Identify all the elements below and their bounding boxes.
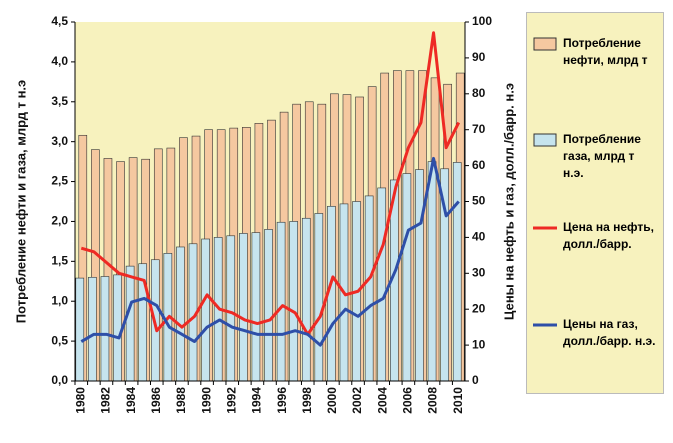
- bar: [377, 187, 387, 382]
- bar: [113, 274, 122, 382]
- bar: [75, 277, 85, 382]
- y2-tick-label: 30: [472, 265, 486, 279]
- y2-tick-label: 80: [472, 86, 486, 100]
- y-tick-label: 1,5: [51, 254, 68, 268]
- x-tick-label: 1990: [199, 387, 213, 414]
- y-tick-label: 4,0: [51, 54, 68, 68]
- x-tick-label: 2004: [375, 387, 389, 414]
- x-tick-label: 2002: [350, 387, 364, 414]
- y-tick-label: 1,0: [51, 293, 68, 307]
- x-tick-label: 2000: [325, 387, 339, 414]
- legend-item: Потребление газа, млрд т н.э.: [533, 131, 661, 182]
- x-tick-label: 1996: [275, 387, 289, 414]
- y2-tick-label: 100: [472, 14, 492, 28]
- x-tick-label: 1988: [174, 387, 188, 414]
- y-tick-label: 3,5: [51, 94, 68, 108]
- x-tick-label: 2010: [451, 387, 465, 414]
- x-tick-label: 2008: [426, 387, 440, 414]
- y2-tick-label: 70: [472, 122, 486, 136]
- legend-label: Цены на газ, долл./барр. н.э.: [563, 317, 656, 348]
- line: [80, 31, 461, 336]
- legend: Потребление нефти, млрд т Потребление газ…: [526, 12, 664, 394]
- legend-item: Потребление нефти, млрд т: [533, 35, 661, 69]
- y-tick-label: 4,5: [51, 14, 68, 28]
- y-tick-label: 2,5: [51, 174, 68, 188]
- x-tick-label: 1980: [73, 387, 87, 414]
- bar: [427, 161, 437, 382]
- bar: [239, 233, 248, 382]
- y2-tick-label: 10: [472, 337, 486, 351]
- y2-tick-label: 90: [472, 50, 486, 64]
- bar: [125, 265, 135, 382]
- bar: [276, 221, 286, 382]
- legend-swatch: [533, 226, 557, 230]
- bar: [289, 221, 298, 382]
- swatch: [533, 37, 557, 51]
- bar: [88, 276, 97, 382]
- y2-axis-title: Цены на нефть и газ, долл./барр. н.э: [501, 83, 516, 320]
- bar: [176, 246, 185, 382]
- y2-tick-label: 50: [472, 194, 486, 208]
- x-tick-label: 1994: [250, 387, 264, 414]
- bar: [226, 235, 236, 382]
- bar: [201, 238, 210, 382]
- y-tick-label: 2,0: [51, 214, 68, 228]
- legend-item: Цены на газ, долл./барр. н.э.: [533, 316, 661, 350]
- legend-label: Потребление нефти, млрд т: [563, 36, 648, 67]
- y2-tick-label: 20: [472, 301, 486, 315]
- bar: [251, 232, 261, 382]
- x-tick-label: 1992: [224, 387, 238, 414]
- y2-tick-label: 0: [472, 373, 479, 387]
- swatch: [533, 133, 557, 147]
- bar: [100, 276, 110, 382]
- legend-swatch: [533, 37, 557, 51]
- y-tick-label: 0,5: [51, 333, 68, 347]
- x-tick-label: 1986: [149, 387, 163, 414]
- bar: [264, 229, 273, 382]
- legend-label: Потребление газа, млрд т н.э.: [563, 132, 641, 180]
- x-tick-label: 1982: [99, 387, 113, 414]
- bar: [402, 173, 412, 382]
- line: [80, 156, 460, 347]
- plot: 0,0 0,5 1,0 1,5 2,0 2,5 3,0 3,5 4,0 4,5 0 10 20 30 40 5…: [13, 14, 516, 414]
- x-tick-label: 1998: [300, 387, 314, 414]
- bar: [364, 195, 374, 382]
- legend-swatch: [533, 323, 557, 327]
- bar: [415, 169, 424, 382]
- y-axis-title: Потребление нефти и газа, млрд т н.э: [13, 80, 28, 323]
- legend-swatch: [533, 133, 557, 147]
- bar: [452, 162, 462, 382]
- legend-item: Цена на нефть, долл./барр.: [533, 219, 661, 253]
- y2-tick-label: 40: [472, 230, 486, 244]
- bar: [314, 213, 324, 382]
- bar: [301, 217, 311, 382]
- legend-label: Цена на нефть, долл./барр.: [563, 220, 654, 251]
- x-tick-label: 2006: [401, 387, 415, 414]
- y-tick-label: 3,0: [51, 134, 68, 148]
- y2-tick-label: 60: [472, 158, 486, 172]
- y-tick-label: 0,0: [51, 373, 68, 387]
- x-tick-label: 1984: [124, 387, 138, 414]
